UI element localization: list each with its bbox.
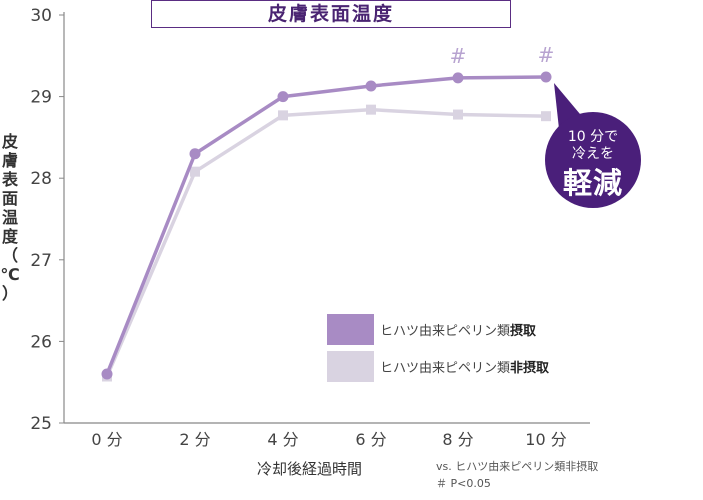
data-point-non-intake [453, 109, 463, 120]
y-tick-label: 28 [30, 169, 52, 189]
y-tick-label: 27 [30, 251, 52, 271]
significance-mark: # [450, 44, 467, 68]
y-axis-label-char: 面 [1, 189, 18, 208]
y-tick-label: 29 [30, 88, 52, 108]
y-axis-label-char: 皮 [1, 132, 18, 151]
data-point-intake [101, 368, 113, 380]
legend-swatch-intake [327, 313, 374, 345]
badge-line-2: 冷えを [572, 146, 614, 162]
legend-item-intake: ヒハツ由来ピペリン類摂取 [327, 313, 549, 345]
y-axis-label-char: 膚 [1, 151, 18, 170]
legend-swatch-non-intake [327, 350, 374, 382]
legend-label-intake-prefix: ヒハツ由来ピペリン類 [380, 323, 511, 339]
x-tick-label: 10 分 [525, 430, 566, 449]
data-point-intake [452, 72, 464, 84]
data-point-intake [189, 148, 201, 160]
legend-label-non-intake-suffix: 非摂取 [510, 360, 550, 376]
data-point-intake [365, 80, 377, 92]
data-point-non-intake [278, 110, 288, 121]
chart-title: 皮膚表面温度 [151, 0, 511, 28]
y-axis-label-char: （ [1, 246, 18, 265]
x-tick-label: 6 分 [355, 430, 386, 449]
chart-legend: ヒハツ由来ピペリン類摂取 ヒハツ由来ピペリン類非摂取 [327, 313, 549, 387]
legend-label-intake-suffix: 摂取 [510, 323, 537, 339]
legend-label-non-intake-prefix: ヒハツ由来ピペリン類 [380, 360, 511, 376]
y-tick-label: 25 [30, 414, 52, 434]
footnote-line-2: ＃ P<0.05 [436, 477, 491, 490]
significance-mark: # [538, 43, 555, 67]
data-point-intake [277, 91, 289, 103]
series-line-non-intake [105, 107, 547, 378]
footnote-line-1: vs. ヒハツ由来ピペリン類非摂取 [436, 460, 599, 473]
badge-line-3: 軽減 [562, 166, 623, 200]
y-tick-label: 30 [30, 6, 52, 26]
y-axis-label-char: ℃ [0, 265, 20, 284]
x-tick-label: 8 分 [442, 430, 473, 449]
data-point-non-intake [366, 104, 376, 115]
data-point-non-intake [541, 111, 551, 122]
x-tick-label: 4 分 [267, 430, 298, 449]
x-tick-label: 0 分 [91, 430, 122, 449]
legend-label-intake: ヒハツ由来ピペリン類摂取 [380, 320, 536, 339]
y-tick-labels: 25 26 27 28 29 30 [30, 6, 64, 434]
y-axis-label-char: ） [1, 284, 18, 303]
badge-line-1: 10 分で [567, 129, 619, 145]
footnote: vs. ヒハツ由来ピペリン類非摂取 ＃ P<0.05 [436, 458, 598, 492]
result-badge: 10 分で 冷えを 軽減 [545, 112, 641, 208]
y-axis-label-char: 表 [1, 170, 18, 189]
chart-axes [63, 12, 590, 424]
y-axis-label-char: 度 [1, 227, 18, 246]
x-tick-labels: 0 分 2 分 4 分 6 分 8 分 10 分 [91, 430, 566, 449]
data-point-intake [540, 71, 552, 83]
y-tick-label: 26 [30, 332, 52, 352]
y-axis-label: 皮膚表面温度（℃） [0, 132, 20, 303]
x-tick-label: 2 分 [179, 430, 210, 449]
series-line-intake [105, 75, 547, 375]
y-axis-label-char: 温 [1, 208, 18, 227]
data-point-non-intake [190, 166, 200, 177]
legend-label-non-intake: ヒハツ由来ピペリン類非摂取 [380, 357, 549, 376]
legend-item-non-intake: ヒハツ由来ピペリン類非摂取 [327, 350, 549, 382]
significance-marks: # # [450, 43, 555, 68]
